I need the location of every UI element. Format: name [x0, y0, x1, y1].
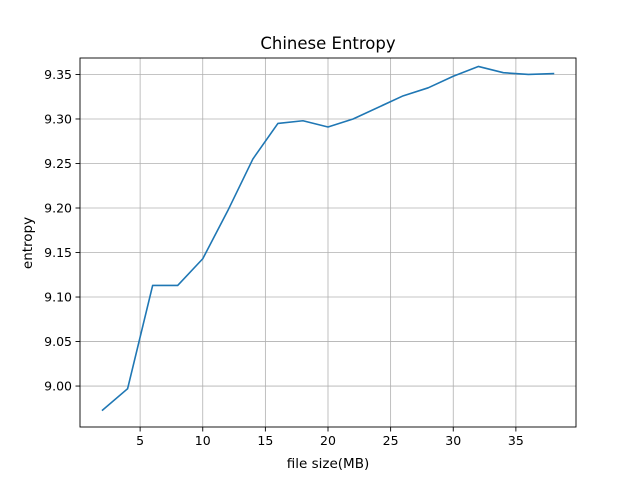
y-tick-label: 9.05: [44, 334, 72, 349]
x-tick-label: 25: [383, 433, 399, 448]
x-axis-label: file size(MB): [287, 456, 369, 472]
y-axis-label: entropy: [20, 217, 36, 269]
y-tick-label: 9.10: [44, 290, 72, 305]
chart-title: Chinese Entropy: [260, 34, 396, 53]
y-tick-label: 9.00: [44, 379, 72, 394]
series-line: [101, 65, 555, 412]
y-tick-label: 9.20: [44, 201, 72, 216]
series-group: [101, 65, 555, 412]
y-tick-label: 9.35: [44, 67, 72, 82]
x-tick-label: 20: [320, 433, 336, 448]
x-tick-label: 10: [195, 433, 211, 448]
grid-lines: [80, 58, 576, 427]
x-axis-ticks: 5 10 15 20 25 30 35: [136, 427, 524, 448]
y-axis-ticks: 9.00 9.05 9.10 9.15 9.20 9.25 9.30 9.35: [44, 67, 80, 394]
x-tick-label: 15: [257, 433, 273, 448]
y-tick-label: 9.30: [44, 111, 72, 126]
x-tick-label: 30: [445, 433, 461, 448]
y-tick-label: 9.25: [44, 156, 72, 171]
y-tick-label: 9.15: [44, 245, 72, 260]
x-tick-label: 5: [136, 433, 144, 448]
x-tick-label: 35: [508, 433, 524, 448]
